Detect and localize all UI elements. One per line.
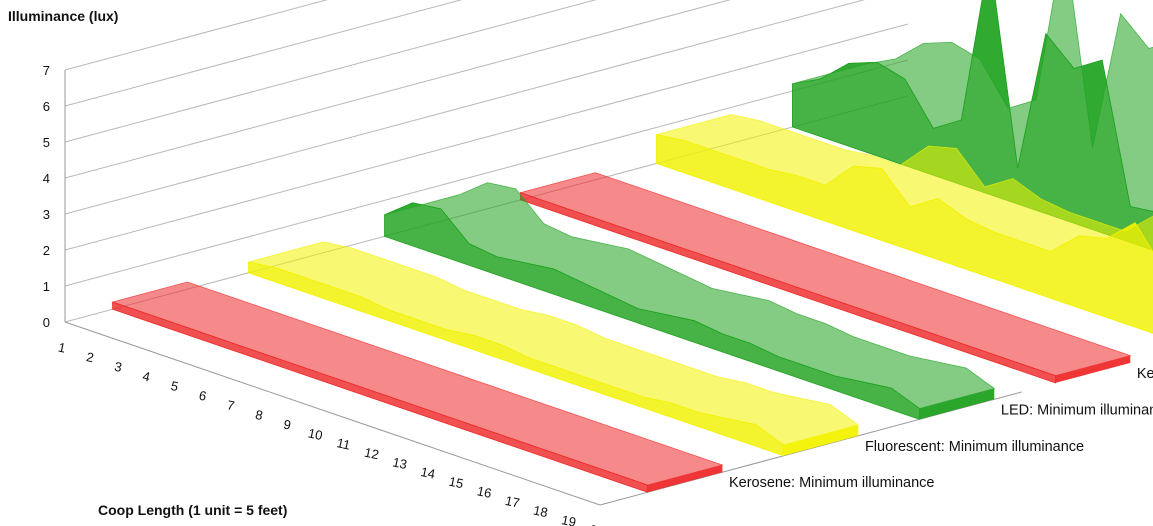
series-front-face (248, 261, 784, 457)
y-tick-label: 1 (43, 279, 50, 294)
y-tick-label: 3 (43, 207, 50, 222)
series-end-cap (1055, 355, 1131, 383)
series-ribbon (384, 182, 996, 420)
y-tick-labels: 0 1 2 3 4 5 6 7 (43, 63, 50, 330)
gridline-back (486, 0, 597, 30)
series-end-cap (919, 388, 995, 420)
x-tick-label: 11 (335, 435, 351, 452)
series-label: LED: Minimum illuminance (1001, 402, 1153, 418)
gridlines (64, 0, 1022, 506)
series-ribbon (519, 172, 1132, 384)
series-labels: LED: Maximum illuminanceFluorescent: Max… (729, 366, 1153, 491)
x-axis-title: Coop Length (1 unit = 5 feet) (98, 502, 288, 518)
x-tick-labels: 1234567891011121314151617181920 (57, 340, 606, 526)
x-tick-label: 8 (254, 407, 264, 423)
x-tick-label: 12 (363, 445, 380, 463)
series-ribbon (656, 114, 1153, 334)
series-ribbon (248, 241, 860, 457)
series-end-cap (783, 424, 859, 456)
x-axis-line (64, 321, 601, 506)
series-ribbons (111, 0, 1153, 493)
y-tick-label: 6 (43, 99, 50, 114)
gridline-back (486, 0, 731, 66)
x-tick-label: 10 (307, 425, 324, 443)
gridline-side (64, 64, 487, 179)
x-tick-label: 6 (198, 388, 208, 404)
x-tick-label: 17 (504, 493, 521, 511)
series-front-face (656, 134, 1153, 334)
gridline-side (64, 28, 487, 143)
gridline-back (486, 23, 909, 138)
x-tick-label: 13 (391, 454, 408, 472)
gridline-back (486, 0, 866, 102)
gridline-side (64, 172, 487, 287)
y-tick-label: 7 (43, 63, 50, 78)
x-tick-label: 3 (113, 359, 123, 375)
gridline-side (64, 0, 463, 107)
x-tick-label: 9 (282, 417, 292, 433)
gridline-side (64, 0, 329, 71)
series-label: Kerosene: Maximum illuminance (1137, 366, 1153, 382)
x-tick-label: 19 (560, 512, 577, 526)
series-end-cap (647, 464, 723, 493)
y-tick-label: 4 (43, 171, 50, 186)
series-front-face (384, 202, 920, 420)
series-front-face (520, 192, 1056, 384)
series-front-face (112, 301, 648, 493)
x-tick-label: 2 (85, 349, 95, 365)
x-tick-label: 20 (588, 522, 605, 526)
series-label: Fluorescent: Minimum illuminance (865, 439, 1084, 455)
y-axis-title: Illuminance (lux) (8, 8, 119, 24)
x-tick-label: 18 (532, 502, 549, 520)
x-tick-label: 1 (57, 340, 67, 356)
gridline-side (64, 136, 487, 251)
x-tick-label: 16 (476, 483, 493, 501)
x-tick-label: 4 (141, 368, 151, 384)
series-label: Kerosene: Minimum illuminance (729, 475, 935, 491)
x-tick-label: 15 (448, 474, 465, 492)
x-tick-label: 7 (226, 397, 236, 413)
y-tick-label: 0 (43, 315, 50, 330)
series-ribbon (111, 281, 724, 493)
gridline-side (64, 100, 487, 215)
x-tick-label: 14 (419, 464, 436, 482)
series-ribbon (792, 0, 1153, 251)
series-front-face (792, 0, 1153, 251)
y-tick-label: 2 (43, 243, 50, 258)
x-tick-label: 5 (169, 378, 179, 394)
y-tick-label: 5 (43, 135, 50, 150)
